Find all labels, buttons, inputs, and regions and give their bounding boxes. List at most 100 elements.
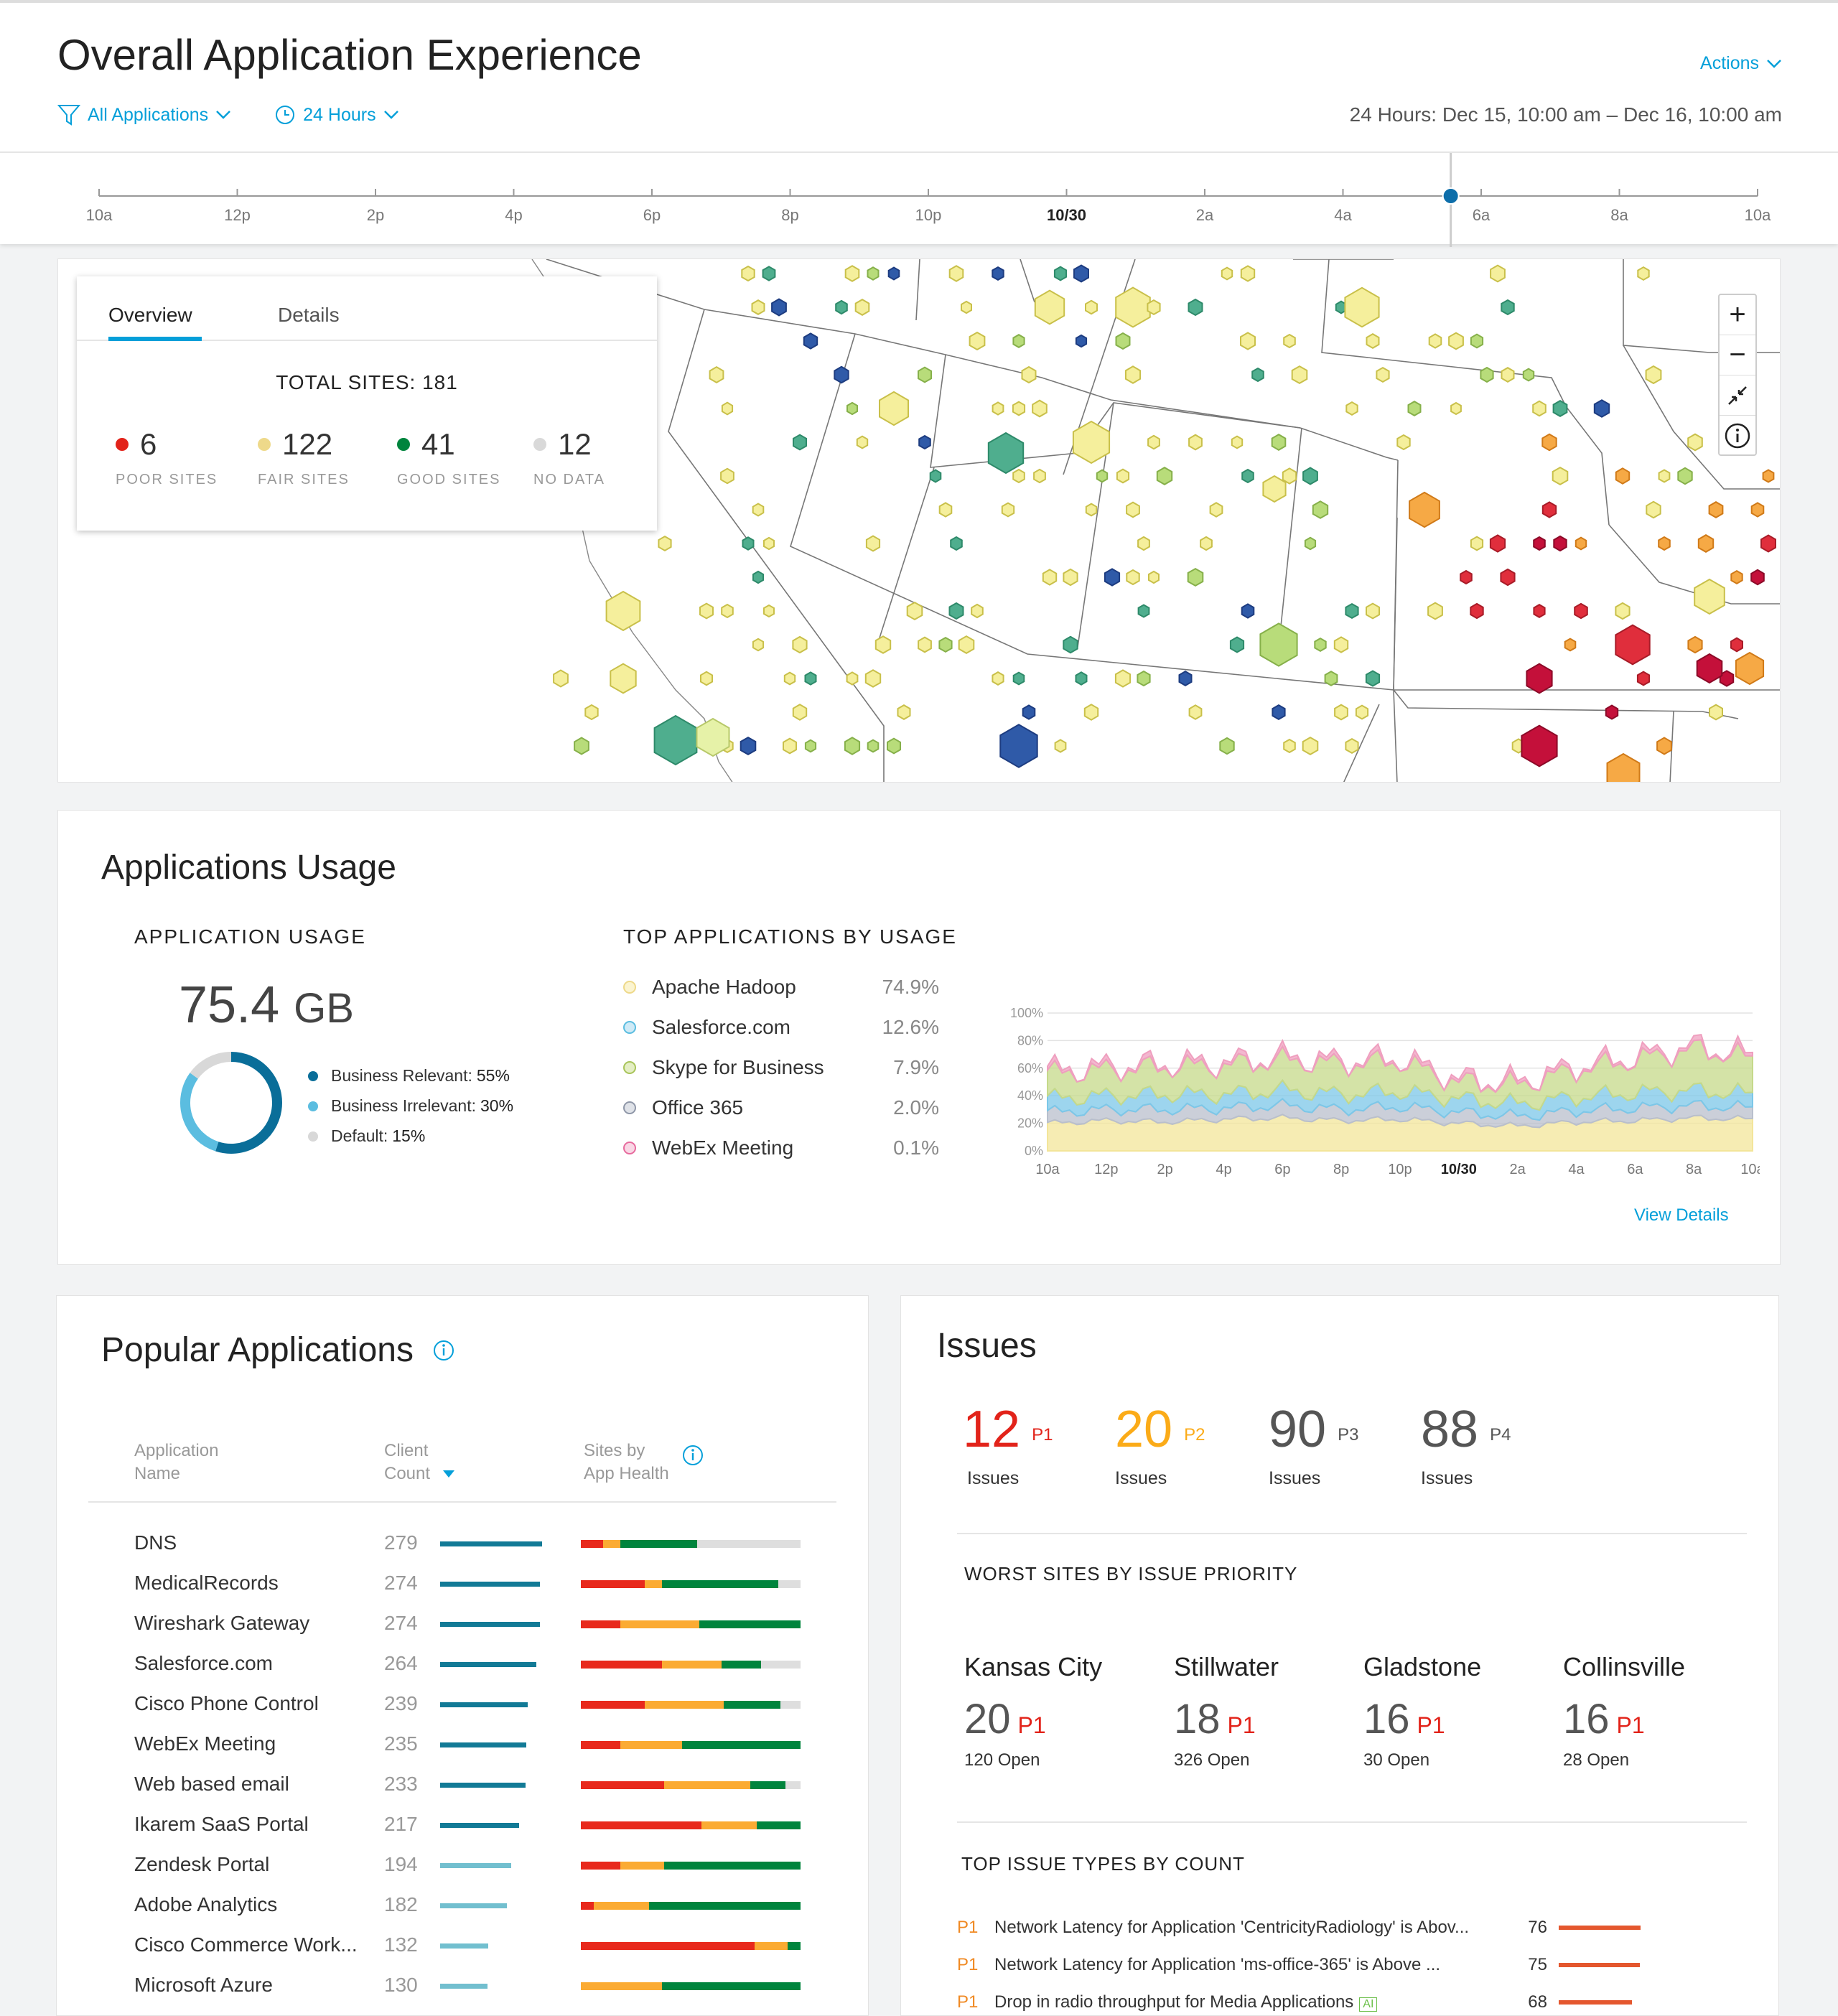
site-hexagon[interactable]: [1001, 502, 1015, 518]
top-app-item[interactable]: Office 365 2.0%: [623, 1096, 939, 1119]
site-hexagon[interactable]: [792, 704, 808, 721]
app-health-bar[interactable]: [581, 1942, 801, 1950]
site-hexagon[interactable]: [1012, 334, 1025, 348]
site-hexagon[interactable]: [696, 717, 730, 757]
site-hexagon[interactable]: [1615, 467, 1631, 485]
app-health-bar[interactable]: [581, 1781, 801, 1789]
site-hexagon[interactable]: [709, 365, 724, 384]
poor-sites-stat[interactable]: 6 POOR SITES: [116, 427, 259, 488]
site-hexagon[interactable]: [803, 332, 818, 350]
site-hexagon[interactable]: [783, 737, 797, 755]
site-hexagon[interactable]: [1501, 299, 1515, 316]
site-hexagon[interactable]: [1075, 334, 1088, 348]
site-hexagon[interactable]: [763, 536, 775, 551]
site-hexagon[interactable]: [752, 570, 764, 584]
site-hexagon[interactable]: [1762, 469, 1775, 483]
table-row[interactable]: Salesforce.com 264: [57, 1646, 927, 1686]
site-hexagon[interactable]: [793, 434, 807, 451]
site-hexagon[interactable]: [1735, 651, 1765, 686]
top-app-item[interactable]: WebEx Meeting 0.1%: [623, 1137, 939, 1159]
site-hexagon[interactable]: [1470, 602, 1484, 620]
site-hexagon[interactable]: [1450, 401, 1462, 416]
site-hexagon[interactable]: [1116, 468, 1130, 484]
p4-issues-count[interactable]: 88 P4: [1421, 1404, 1511, 1455]
site-hexagon[interactable]: [1696, 653, 1723, 684]
site-hexagon[interactable]: [1345, 401, 1358, 416]
site-hexagon[interactable]: [1137, 604, 1150, 618]
site-hexagon[interactable]: [948, 265, 964, 282]
site-hexagon[interactable]: [1533, 604, 1546, 618]
site-hexagon[interactable]: [1553, 535, 1567, 552]
site-hexagon[interactable]: [1344, 286, 1380, 328]
site-hexagon[interactable]: [1428, 333, 1442, 349]
site-hexagon[interactable]: [1615, 624, 1651, 666]
site-hexagon[interactable]: [1574, 602, 1588, 620]
tab-details[interactable]: Details: [278, 304, 340, 326]
site-hexagon[interactable]: [867, 739, 880, 753]
site-hexagon[interactable]: [987, 431, 1025, 475]
site-hexagon[interactable]: [906, 601, 923, 621]
site-hexagon[interactable]: [1054, 739, 1067, 753]
site-hexagon[interactable]: [1042, 569, 1058, 586]
site-hexagon[interactable]: [658, 535, 672, 552]
table-row[interactable]: Web based email 233: [57, 1767, 927, 1807]
site-hexagon[interactable]: [1200, 536, 1213, 551]
p3-issues-count[interactable]: 90 P3: [1269, 1404, 1358, 1455]
site-hexagon[interactable]: [1396, 434, 1411, 451]
fair-sites-stat[interactable]: 122 FAIR SITES: [258, 427, 401, 488]
site-hexagon[interactable]: [1188, 704, 1203, 720]
site-hexagon[interactable]: [1012, 401, 1026, 416]
site-hexagon[interactable]: [1085, 299, 1098, 315]
site-hexagon[interactable]: [1282, 467, 1297, 485]
column-header-app-name[interactable]: Application Name: [134, 1439, 218, 1485]
time-filter[interactable]: 24 Hours: [274, 103, 398, 126]
info-icon[interactable]: [681, 1444, 704, 1467]
site-hexagon[interactable]: [846, 671, 859, 686]
site-hexagon[interactable]: [1355, 704, 1369, 720]
site-hexagon[interactable]: [1126, 501, 1140, 518]
p1-issues-count[interactable]: 12 P1: [963, 1404, 1053, 1455]
site-hexagon[interactable]: [1229, 636, 1245, 653]
site-hexagon[interactable]: [1470, 333, 1484, 349]
no-data-stat[interactable]: 12 NO DATA: [533, 427, 677, 488]
site-hexagon[interactable]: [918, 636, 932, 653]
site-hexagon[interactable]: [1283, 333, 1296, 349]
site-hexagon[interactable]: [1750, 502, 1765, 518]
site-hexagon[interactable]: [1124, 365, 1142, 384]
site-hexagon[interactable]: [610, 663, 637, 694]
site-hexagon[interactable]: [1219, 737, 1235, 755]
site-hexagon[interactable]: [1409, 491, 1440, 528]
site-hexagon[interactable]: [1697, 534, 1715, 553]
top-app-item[interactable]: Skype for Business 7.9%: [623, 1056, 939, 1079]
site-hexagon[interactable]: [1178, 671, 1193, 686]
site-hexagon[interactable]: [1501, 367, 1515, 383]
site-hexagon[interactable]: [1760, 534, 1776, 553]
site-hexagon[interactable]: [1677, 467, 1693, 485]
site-hexagon[interactable]: [1750, 569, 1765, 586]
zoom-out-button[interactable]: −: [1720, 335, 1755, 375]
view-details-link[interactable]: View Details: [1634, 1205, 1729, 1225]
worst-site-item[interactable]: Kansas City 20 P1 120 Open: [964, 1652, 1102, 1770]
column-header-sites-health[interactable]: Sites by App Health: [584, 1439, 669, 1485]
site-hexagon[interactable]: [1526, 663, 1553, 694]
site-hexagon[interactable]: [887, 266, 900, 281]
donut-segment[interactable]: [180, 1073, 219, 1152]
p2-issues-count[interactable]: 20 P2: [1115, 1404, 1205, 1455]
site-hexagon[interactable]: [999, 724, 1038, 768]
site-hexagon[interactable]: [918, 366, 932, 383]
site-hexagon[interactable]: [1137, 536, 1150, 551]
top-app-item[interactable]: Apache Hadoop 74.9%: [623, 976, 939, 999]
site-hexagon[interactable]: [1407, 401, 1422, 416]
site-hexagon[interactable]: [1366, 333, 1380, 349]
site-hexagon[interactable]: [553, 669, 569, 688]
map-info-button[interactable]: [1720, 416, 1755, 456]
site-hexagon[interactable]: [1333, 636, 1349, 653]
site-hexagon[interactable]: [1658, 469, 1671, 483]
worst-site-item[interactable]: Gladstone 16 P1 30 Open: [1363, 1652, 1481, 1770]
site-hexagon[interactable]: [1637, 266, 1650, 281]
site-hexagon[interactable]: [1541, 501, 1557, 518]
site-hexagon[interactable]: [1104, 568, 1121, 587]
site-hexagon[interactable]: [1304, 536, 1317, 551]
site-hexagon[interactable]: [1708, 501, 1724, 518]
table-row[interactable]: DNS 279: [57, 1526, 927, 1566]
